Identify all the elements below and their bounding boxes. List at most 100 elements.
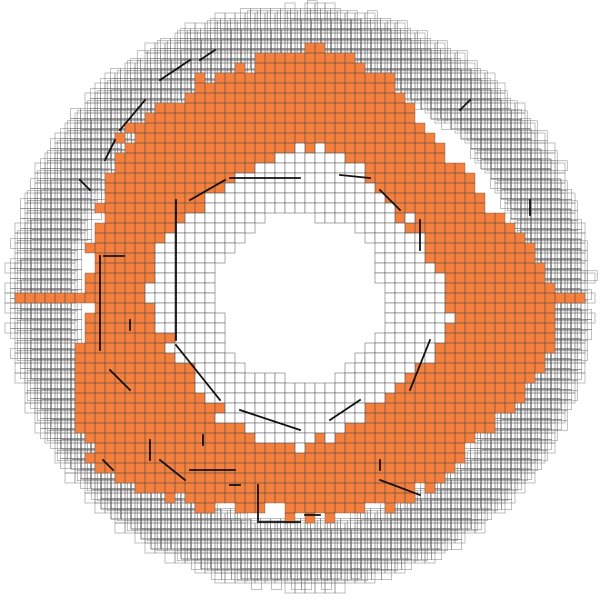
wireframe-cell: [206, 30, 218, 42]
wireframe-cell: [46, 210, 58, 222]
wireframe-cell: [411, 539, 422, 550]
wireframe-cell: [240, 38, 251, 49]
wireframe-cell: [230, 18, 241, 29]
wireframe-cell: [436, 40, 448, 52]
filled-cell: [205, 103, 215, 113]
wireframe-cell: [60, 138, 71, 149]
wireframe-cell: [50, 388, 61, 399]
filled-cell: [435, 343, 445, 353]
wireframe-cell: [61, 189, 72, 200]
wireframe-cell: [531, 159, 542, 170]
wireframe-cell: [551, 399, 562, 410]
wireframe-cell: [126, 80, 138, 92]
wireframe-cell: [76, 470, 88, 482]
wireframe-cell: [44, 322, 56, 334]
filled-cell: [245, 113, 255, 123]
filled-cell: [185, 133, 195, 143]
filled-cell: [145, 423, 155, 433]
wireframe-cell: [140, 78, 151, 89]
filled-cell: [305, 453, 315, 463]
wireframe-cell: [224, 522, 236, 534]
filled-cell: [355, 103, 365, 113]
wireframe-cell: [291, 579, 302, 590]
wireframe-cell: [71, 219, 82, 230]
wireframe-cell: [546, 210, 558, 222]
wireframe-cell: [386, 560, 398, 572]
wireframe-cell: [486, 500, 498, 512]
filled-cell: [125, 463, 135, 473]
filled-cell: [15, 293, 25, 303]
wireframe-cell: [314, 542, 326, 554]
wireframe-cell: [546, 260, 558, 272]
wireframe-cell: [424, 532, 436, 544]
wireframe-cell: [446, 100, 458, 112]
wireframe-cell: [476, 130, 488, 142]
wireframe-cell: [324, 22, 336, 34]
wireframe-cell: [464, 72, 476, 84]
filled-cell: [515, 333, 525, 343]
wireframe-cell: [420, 88, 431, 99]
filled-cell: [485, 273, 495, 283]
wireframe-cell: [10, 318, 21, 329]
wireframe-cell: [181, 79, 192, 90]
filled-cell: [95, 353, 105, 363]
filled-cell: [525, 343, 535, 353]
wireframe-cell: [34, 362, 46, 374]
wireframe-cell: [51, 269, 62, 280]
wireframe-cell: [561, 219, 572, 230]
wireframe-cell: [281, 29, 292, 40]
wireframe-cell: [401, 539, 412, 550]
wireframe-cell: [36, 200, 48, 212]
wireframe-cell: [576, 320, 588, 332]
wireframe-cell: [434, 512, 446, 524]
wireframe-cell: [541, 189, 552, 200]
wireframe-cell: [484, 122, 496, 134]
wireframe-cell: [574, 222, 586, 234]
wireframe-cell: [104, 162, 116, 174]
wireframe-cell: [571, 219, 582, 230]
wireframe-cell: [214, 542, 226, 554]
wireframe-cell: [494, 422, 506, 434]
wireframe-cell: [374, 562, 386, 574]
filled-cell: [115, 263, 125, 273]
wireframe-cell: [464, 112, 476, 124]
wireframe-cell: [386, 520, 398, 532]
filled-cell: [445, 303, 455, 313]
wireframe-cell: [176, 50, 188, 62]
wireframe-cell: [46, 230, 58, 242]
filled-cell: [525, 253, 535, 263]
filled-cell: [225, 153, 235, 163]
filled-cell: [505, 303, 515, 313]
wireframe-cell: [314, 32, 326, 44]
wireframe-cell: [16, 320, 28, 332]
wireframe-cell: [274, 562, 286, 574]
wireframe-cell: [34, 322, 46, 334]
wireframe-cell: [534, 442, 546, 454]
wireframe-cell: [406, 50, 418, 62]
wireframe-cell: [364, 572, 376, 584]
filled-cell: [185, 113, 195, 123]
filled-cell: [455, 363, 465, 373]
wireframe-cell: [106, 490, 118, 502]
inner-wireframe-cell: [164, 312, 176, 324]
wireframe-cell: [480, 138, 491, 149]
filled-cell: [445, 253, 455, 263]
wireframe-cell: [310, 18, 321, 29]
filled-cell: [105, 313, 115, 323]
filled-cell: [535, 263, 545, 273]
filled-cell: [505, 353, 515, 363]
wireframe-cell: [40, 228, 51, 239]
wireframe-cell: [554, 182, 566, 194]
wireframe-cell: [61, 239, 72, 250]
wireframe-cell: [241, 29, 252, 40]
wireframe-cell: [301, 569, 312, 580]
wireframe-cell: [540, 238, 551, 249]
wireframe-cell: [46, 380, 58, 392]
wireframe-cell: [500, 438, 511, 449]
wireframe-cell: [516, 130, 528, 142]
filled-cell: [475, 393, 485, 403]
wireframe-cell: [434, 482, 446, 494]
filled-cell: [175, 473, 185, 483]
wireframe-cell: [396, 540, 408, 552]
filled-cell: [185, 483, 195, 493]
